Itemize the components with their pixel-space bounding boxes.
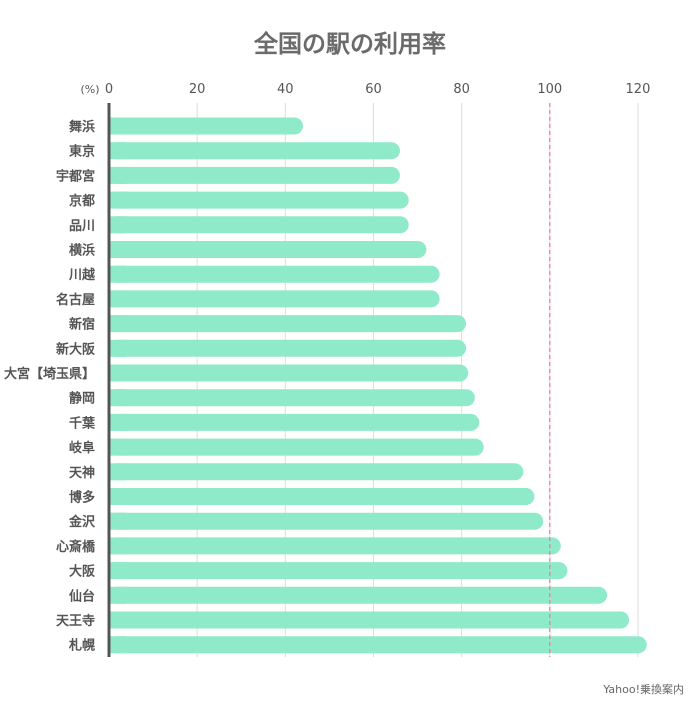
category-label: 新大阪 <box>56 341 96 357</box>
bar <box>109 586 608 604</box>
bar-layer <box>109 117 647 654</box>
bar <box>109 265 440 283</box>
bar-base <box>109 364 126 382</box>
category-label: 静岡 <box>69 391 95 407</box>
x-tick-label: 120 <box>626 82 651 97</box>
bar-base <box>109 216 126 234</box>
category-label: 名古屋 <box>56 292 95 308</box>
x-tick-label: 20 <box>189 82 206 97</box>
bar-base <box>109 339 126 357</box>
bar-base <box>109 488 126 505</box>
category-label: 舞浜 <box>68 119 95 135</box>
bar <box>109 216 409 234</box>
bar-base <box>109 537 126 555</box>
category-label: 札幌 <box>68 638 95 654</box>
bar-base <box>109 117 126 135</box>
category-label: 宇都宮 <box>56 168 95 184</box>
category-label: 仙台 <box>69 588 95 604</box>
x-tick-label: 100 <box>537 82 562 97</box>
bar <box>109 315 467 333</box>
category-label: 天神 <box>69 465 95 481</box>
bar <box>109 537 561 555</box>
category-label: 大宮【埼玉県】 <box>4 366 95 382</box>
bar <box>109 512 544 530</box>
bar-base <box>109 315 126 333</box>
bar-base <box>109 438 126 456</box>
source-note: Yahoo!乗換案内 <box>603 683 684 696</box>
bar-base <box>109 191 126 209</box>
category-label: 千葉 <box>69 415 96 431</box>
x-tick-label: 60 <box>365 82 382 97</box>
bar-base <box>109 636 126 654</box>
bar <box>109 241 427 258</box>
x-tick-label: 80 <box>453 82 470 97</box>
bar <box>109 463 524 481</box>
category-label: 東京 <box>69 144 95 160</box>
x-tick-label: 40 <box>277 82 294 97</box>
bar <box>109 290 440 308</box>
category-label: 天王寺 <box>56 613 95 629</box>
bar <box>109 117 303 135</box>
bar-base <box>109 562 126 580</box>
bar-base <box>109 290 126 308</box>
bar <box>109 488 535 505</box>
bar <box>109 389 475 407</box>
x-tick-label: 0 <box>105 82 113 97</box>
bar <box>109 562 568 580</box>
category-label: 京都 <box>69 193 95 209</box>
bar-base <box>109 413 126 431</box>
bar <box>109 166 400 184</box>
bar <box>109 142 400 160</box>
category-label: 川越 <box>68 267 96 283</box>
category-label: 岐阜 <box>69 440 95 456</box>
category-label: 新宿 <box>69 317 95 333</box>
bar <box>109 611 630 629</box>
bar <box>109 191 409 209</box>
chart-title: 全国の駅の利用率 <box>254 30 446 58</box>
category-label: 心斎橋 <box>56 539 96 555</box>
unit-label: (%) <box>80 83 99 96</box>
category-label: 金沢 <box>68 514 96 530</box>
category-label: 博多 <box>69 490 95 506</box>
bar-base <box>109 463 126 481</box>
bar-base <box>109 265 126 283</box>
bar-base <box>109 586 126 604</box>
bar-base <box>109 166 126 184</box>
bar <box>109 438 484 456</box>
bar-base <box>109 611 126 629</box>
bar <box>109 413 480 431</box>
category-label: 横浜 <box>69 243 95 259</box>
bar-base <box>109 389 126 407</box>
label-layer: 0 20 40 60 80 100 120 (%) 舞浜東京宇都宮京都品川横浜川越名古屋新宿新大… <box>4 82 650 654</box>
bar <box>109 339 467 357</box>
category-label: 品川 <box>69 219 95 234</box>
bar <box>109 364 469 382</box>
bar <box>109 636 647 654</box>
bar-base <box>109 142 126 160</box>
bar-base <box>109 512 126 530</box>
bar-base <box>109 241 126 258</box>
category-label: 大阪 <box>69 564 96 580</box>
